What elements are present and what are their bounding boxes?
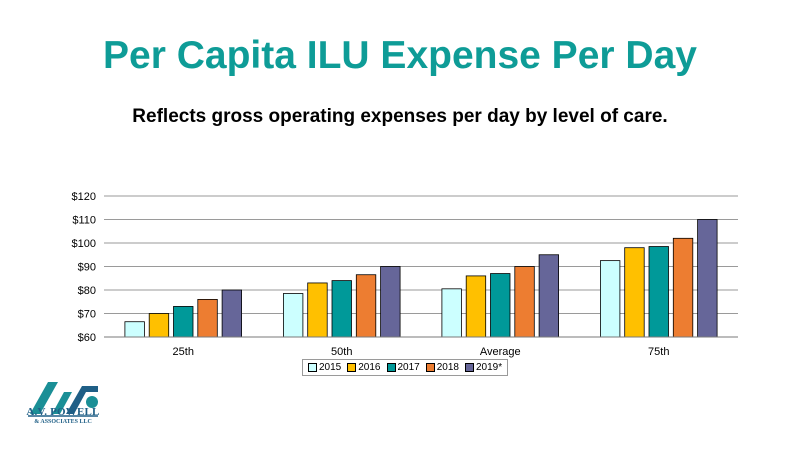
legend-label: 2019*: [476, 362, 503, 373]
bar-2018-75th: [672, 237, 694, 338]
bars: [124, 219, 718, 338]
bar-2015-75th: [600, 260, 621, 338]
logo-name: A.V. POWELL: [26, 406, 100, 418]
y-axis-ticks: $60 $70 $80 $90 $100 $110 $120: [72, 191, 96, 344]
bar-chart: $60 $70 $80 $90 $100 $110 $120 25th 50th Average…: [72, 191, 738, 358]
x-tick-label: 25th: [173, 346, 194, 358]
legend-label: 2018: [436, 362, 459, 373]
bar-2019-average: [538, 254, 559, 338]
legend-item: 2015: [308, 362, 341, 373]
legend-item: 2018: [425, 362, 459, 373]
legend-swatch: [308, 363, 317, 372]
bar-2017-50th: [331, 280, 352, 338]
x-axis-ticks: 25th 50th Average 75th: [104, 336, 738, 358]
chart-legend: 2015 2016 2017 2018 2019*: [302, 359, 509, 376]
legend-swatch: [465, 363, 474, 372]
bar-2019-50th: [380, 266, 401, 338]
y-tick-label: $110: [72, 215, 96, 227]
bar-2016-average: [465, 275, 487, 338]
legend-item: 2017: [386, 362, 420, 373]
logo-tagline: & ASSOCIATES LLC: [34, 419, 92, 425]
bar-2016-50th: [307, 282, 328, 338]
x-tick-label: Average: [480, 346, 521, 358]
legend-swatch: [347, 363, 357, 372]
bar-2019-75th: [697, 219, 718, 338]
y-tick-label: $80: [78, 285, 96, 297]
bar-2017-average: [490, 273, 511, 338]
bar-2015-25th: [124, 321, 145, 338]
bar-2016-75th: [624, 247, 645, 338]
legend-label: 2016: [358, 362, 381, 373]
y-tick-label: $120: [72, 191, 96, 203]
y-tick-label: $90: [78, 262, 96, 274]
bar-2017-75th: [648, 246, 669, 338]
x-tick-label: 75th: [648, 346, 669, 358]
bar-2019-25th: [221, 289, 243, 338]
bar-2018-50th: [355, 274, 377, 338]
bar-2015-average: [441, 288, 462, 338]
slide-subtitle: Reflects gross operating expenses per da…: [132, 106, 668, 127]
y-tick-label: $70: [78, 309, 96, 321]
bar-2017-25th: [173, 306, 194, 338]
company-logo: [28, 382, 98, 417]
legend-swatch: [425, 363, 435, 372]
legend-item: 2016: [347, 362, 381, 373]
bar-2018-average: [514, 266, 535, 338]
y-tick-label: $100: [72, 238, 96, 250]
legend-item: 2019*: [465, 362, 502, 373]
bar-2015-50th: [282, 293, 304, 338]
legend-label: 2017: [397, 362, 420, 373]
slide-title: Per Capita ILU Expense Per Day: [103, 34, 697, 77]
legend-label: 2015: [319, 362, 342, 373]
legend-swatch: [386, 363, 396, 372]
bar-2018-25th: [197, 299, 218, 338]
y-tick-label: $60: [78, 332, 96, 344]
x-tick-label: 50th: [331, 346, 352, 358]
bar-2016-25th: [148, 313, 170, 338]
